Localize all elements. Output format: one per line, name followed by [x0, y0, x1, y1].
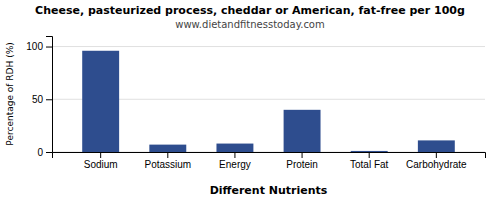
bar: [418, 140, 455, 152]
x-tick-label: Carbohydrate: [406, 159, 467, 170]
bar: [149, 145, 186, 152]
x-tick-label: Sodium: [84, 159, 118, 170]
y-tick-label: 50: [32, 94, 44, 105]
plot: 0 50 100 Sodium Potassium Energy Protein Total …: [26, 37, 485, 171]
bar: [82, 51, 119, 152]
x-tick-mark: [302, 152, 303, 158]
subtitle: www.dietandfitnesstoday.com: [175, 19, 324, 30]
x-axis-title: Different Nutrients: [210, 184, 328, 197]
y-tick-label: 0: [37, 147, 43, 158]
y-tick-label: 100: [26, 41, 43, 52]
x-tick-label: Potassium: [144, 159, 191, 170]
x-tick: Protein: [286, 152, 318, 170]
x-tick: Potassium: [144, 152, 191, 170]
x-tick-mark: [234, 152, 235, 158]
x-tick: Carbohydrate: [406, 152, 467, 170]
x-tick-mark: [167, 152, 168, 158]
x-tick: Sodium: [84, 152, 118, 170]
grid-line: [52, 46, 485, 47]
y-axis-line: [46, 37, 53, 153]
y-tick-mark: [46, 152, 52, 153]
grid: [52, 47, 485, 152]
x-tick-mark: [436, 152, 437, 158]
x-tick-label: Energy: [219, 159, 251, 170]
y-tick: 100: [26, 41, 52, 52]
x-tick-label: Total Fat: [350, 159, 389, 170]
bar: [351, 151, 388, 152]
chart: Cheese, pasteurized process, cheddar or …: [0, 0, 500, 200]
x-axis: Sodium Potassium Energy Protein Total Fat Car…: [53, 152, 486, 170]
y-tick-mark: [46, 47, 52, 48]
x-axis-line: [53, 153, 486, 159]
bar: [216, 144, 253, 152]
y-axis: 0 50 100: [26, 37, 52, 158]
x-tick-mark: [100, 152, 101, 158]
x-tick-label: Protein: [286, 159, 318, 170]
y-axis-title: Percentage of RDH (%): [5, 42, 15, 145]
title: Cheese, pasteurized process, cheddar or …: [35, 4, 465, 17]
y-tick: 0: [37, 147, 52, 158]
bars: [82, 51, 455, 152]
bar: [284, 110, 321, 152]
x-tick: Energy: [219, 152, 251, 170]
y-tick-mark: [46, 99, 52, 100]
x-tick-mark: [369, 152, 370, 158]
x-tick: Total Fat: [350, 152, 389, 170]
y-tick: 50: [32, 94, 52, 105]
